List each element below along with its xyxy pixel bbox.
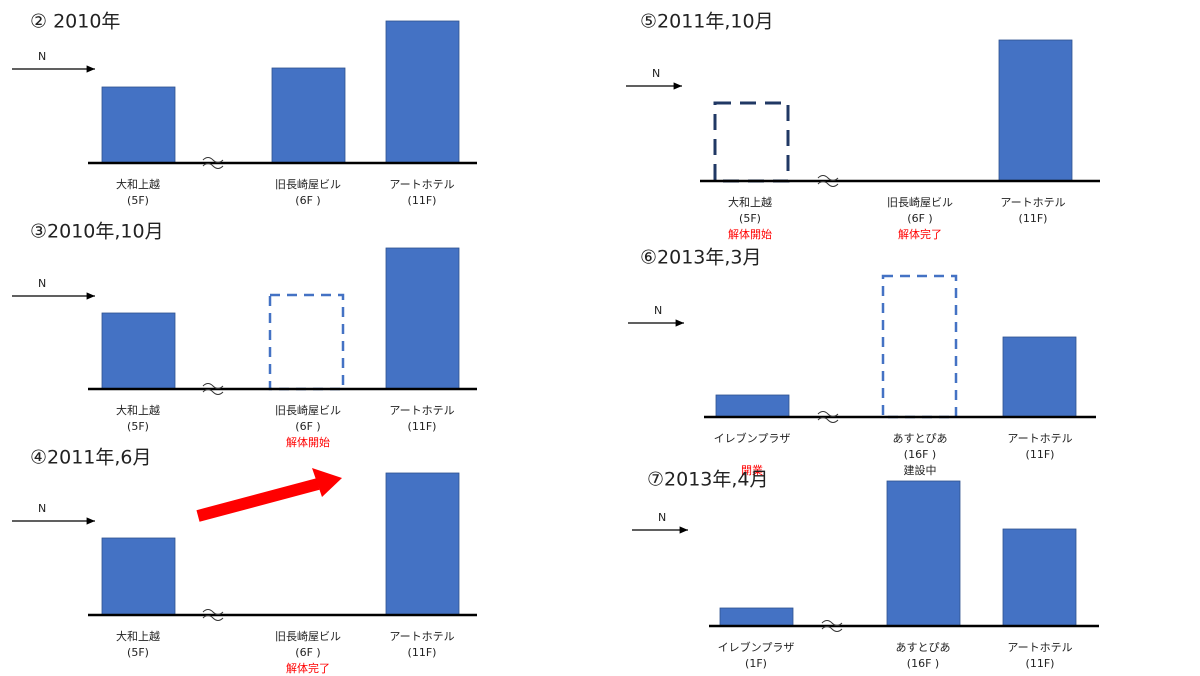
building-floors: (11F) (408, 194, 437, 207)
building-name: アートホテル (389, 630, 454, 643)
building-name: 旧長崎屋ビル (275, 629, 341, 643)
building-floors: (5F) (127, 194, 149, 207)
panel-title: ⑤2011年,10月 (640, 11, 774, 33)
building-floors: (11F) (408, 646, 437, 659)
building-floors: (11F) (1026, 448, 1055, 461)
break-mark (202, 383, 224, 395)
building-name: 旧長崎屋ビル (275, 403, 341, 417)
building-note: 解体開始 (286, 435, 330, 449)
building (385, 247, 460, 390)
building-floors: (1F) (745, 657, 767, 670)
north-label: N (658, 511, 666, 524)
building-name: 大和上越 (728, 195, 772, 209)
building-floors: (11F) (1019, 212, 1048, 225)
building-floors: (5F) (739, 212, 761, 225)
red-arrow (196, 468, 342, 522)
building-name: アートホテル (1000, 196, 1065, 209)
panel-title: ⑥2013年,3月 (640, 247, 762, 269)
building-floors: (6F ) (295, 194, 320, 207)
building (1002, 336, 1077, 418)
building (1002, 528, 1077, 627)
building (998, 39, 1073, 182)
building-name: アートホテル (389, 178, 454, 191)
panel-title: ③2010年,10月 (30, 221, 164, 243)
panel-title: ② 2010年 (30, 11, 120, 33)
break-mark (817, 175, 839, 187)
north-label: N (38, 502, 46, 515)
panel-title: ⑦2013年,4月 (647, 469, 769, 491)
building-name: あすとぴあ (893, 432, 948, 445)
building (101, 86, 176, 164)
north-label: N (38, 50, 46, 63)
building-name: 大和上越 (116, 177, 160, 191)
building (886, 480, 961, 627)
building-floors: (5F) (127, 420, 149, 433)
building-floors: (11F) (408, 420, 437, 433)
building-note: 建設中 (904, 463, 937, 477)
building-name: 旧長崎屋ビル (275, 177, 341, 191)
building-note: 解体開始 (728, 227, 772, 241)
break-mark (202, 609, 224, 621)
building (715, 394, 790, 418)
building-floors: (5F) (127, 646, 149, 659)
building-name: 旧長崎屋ビル (887, 195, 953, 209)
building (719, 607, 794, 627)
building (271, 67, 346, 164)
building-name: アートホテル (1007, 432, 1072, 445)
building-name: あすとぴあ (896, 641, 951, 654)
north-label: N (38, 277, 46, 290)
building-floors: (6F ) (295, 646, 320, 659)
building-floors: (16F ) (907, 657, 939, 670)
north-label: N (652, 67, 660, 80)
building (385, 472, 460, 616)
building-outline (713, 101, 790, 183)
building-name: アートホテル (389, 404, 454, 417)
building-name: 大和上越 (116, 403, 160, 417)
building-outline (268, 293, 345, 391)
building-floors: (6F ) (295, 420, 320, 433)
building-floors: (6F ) (907, 212, 932, 225)
building-name: アートホテル (1007, 641, 1072, 654)
building-note: 解体完了 (286, 661, 330, 675)
break-mark (202, 157, 224, 169)
building-outline (881, 274, 958, 419)
north-label: N (654, 304, 662, 317)
building-floors: (11F) (1026, 657, 1055, 670)
building (101, 312, 176, 390)
building-name: イレブンプラザ (718, 640, 795, 654)
building-name: イレブンプラザ (714, 431, 791, 445)
building-note: 解体完了 (898, 227, 942, 241)
panel-title: ④2011年,6月 (30, 447, 152, 469)
break-mark (817, 411, 839, 423)
building-floors: (16F ) (904, 448, 936, 461)
building (385, 20, 460, 164)
building-name: 大和上越 (116, 629, 160, 643)
break-mark (821, 620, 843, 632)
building (101, 537, 176, 616)
building-note: 開業 (741, 464, 763, 477)
